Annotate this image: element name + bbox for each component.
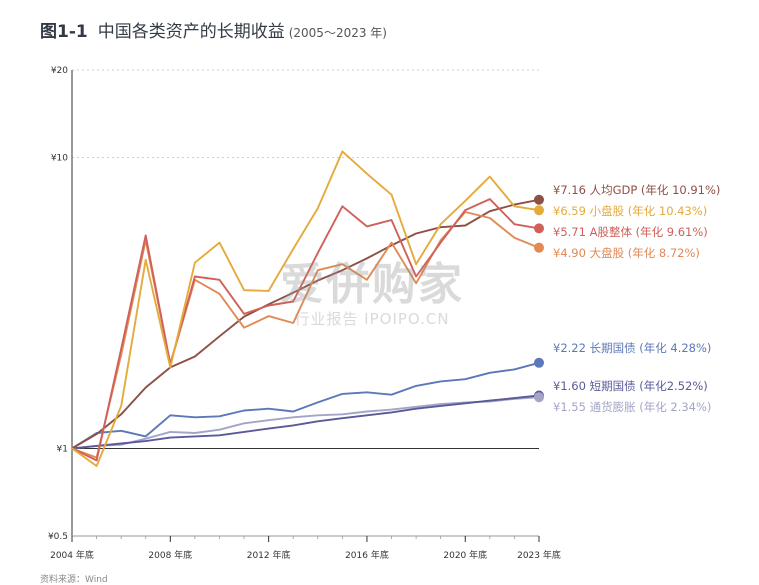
x-tick-label: 2023 年底 <box>517 549 561 561</box>
series-line-人均GDP <box>71 198 540 450</box>
y-tick-label: ¥0.5 <box>48 532 68 542</box>
watermark-sub: 行业报告 IPOIPO.CN <box>294 310 450 328</box>
figure-subtitle: (2005～2023 年) <box>288 26 387 40</box>
figure-title-text: 中国各类资产的长期收益 <box>97 22 285 42</box>
series-label-A股整体: ¥5.71 A股整体 (年化 9.61%) <box>553 225 708 239</box>
figure-title: 图1-1 中国各类资产的长期收益 (2005～2023 年) <box>40 17 387 42</box>
x-tick-label: 2008 年底 <box>148 549 192 561</box>
figure-number: 图1-1 <box>40 22 88 42</box>
series-line-通货膨胀 <box>71 396 540 450</box>
series-label-大盘股: ¥4.90 大盘股 (年化 8.72%) <box>553 246 700 260</box>
series-label-人均GDP: ¥7.16 人均GDP (年化 10.91%) <box>553 183 720 197</box>
series-line-长期国债 <box>71 361 540 450</box>
series-label-长期国债: ¥2.22 长期国债 (年化 4.28%) <box>553 341 711 355</box>
x-tick-label: 2004 年底 <box>50 549 94 561</box>
series-label-通货膨胀: ¥1.55 通货膨胀 (年化 2.34%) <box>553 400 711 414</box>
end-marker-大盘股 <box>534 242 544 253</box>
watermark-main: 爱併购家 <box>280 259 464 310</box>
series-line-小盘股 <box>71 150 540 467</box>
grid-lines <box>72 69 539 449</box>
end-marker-A股整体 <box>534 223 544 234</box>
axes: ¥20 ¥10 ¥1 ¥0.5 2004 年底 2008 年底 2012 年底 2016 年底… <box>48 66 561 561</box>
y-tick-label: ¥1 <box>57 444 68 454</box>
x-tick-label: 2012 年底 <box>247 549 291 561</box>
series-label-短期国债: ¥1.60 短期国债 (年化2.52%) <box>553 379 708 393</box>
series-line-A股整体 <box>71 198 540 462</box>
end-marker-小盘股 <box>534 205 544 216</box>
end-marker-长期国债 <box>534 357 544 368</box>
series-line-短期国债 <box>71 394 540 450</box>
end-marker-人均GDP <box>534 194 544 205</box>
series-label-小盘股: ¥6.59 小盘股 (年化 10.43%) <box>553 204 707 218</box>
end-marker-通货膨胀 <box>534 392 544 403</box>
watermark: 爱併购家 行业报告 IPOIPO.CN <box>280 248 464 329</box>
x-tick-label: 2020 年底 <box>443 549 487 561</box>
y-tick-label: ¥10 <box>51 154 68 164</box>
y-tick-label: ¥20 <box>51 66 68 76</box>
series-group <box>71 150 544 467</box>
series-labels: ¥7.16 人均GDP (年化 10.91%) ¥6.59 小盘股 (年化 10.… <box>553 183 720 414</box>
x-tick-label: 2016 年底 <box>345 549 389 561</box>
